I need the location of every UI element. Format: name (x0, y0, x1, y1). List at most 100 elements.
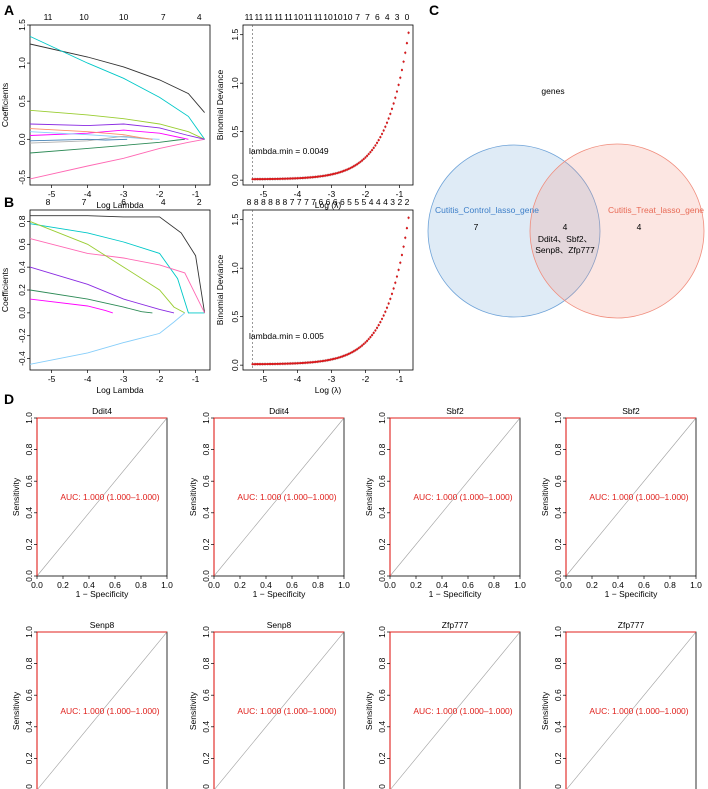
panel-b-dev-top-count: 8 (254, 197, 259, 207)
panel-b-dev-deviance-point (311, 361, 314, 364)
panel-b-dev-deviance-point (269, 362, 272, 366)
panel-b-dev-deviance-point (336, 356, 339, 360)
panel-b-dev-deviance-point (312, 360, 316, 364)
panel-b-dev-deviance-point (399, 261, 402, 264)
panel-b-dev-deviance-point (302, 361, 306, 364)
panel-a-dev-deviance-point (336, 171, 339, 175)
panel-a-coef-path-gene1 (29, 43, 205, 113)
panel-a-dev-lambda-min-annotation: lambda.min = 0.0049 (249, 146, 329, 156)
panel-a-coef-y-tick-label: 1.5 (17, 19, 27, 31)
panel-a-dev-deviance-point (321, 174, 324, 178)
panel-b-dev-deviance-point (332, 357, 335, 361)
panel-b-coef-path-gene4 (29, 220, 186, 314)
panel-b-coef-plot-frame (29, 209, 211, 371)
panel-b-coef-path-gene8 (29, 312, 186, 365)
panel-b-dev-deviance-point (377, 324, 380, 327)
panel-a-dev-deviance-point (307, 176, 311, 179)
venn-circle-control (427, 144, 601, 318)
panel-b-dev-deviance-point (342, 354, 345, 358)
panel-a-coef-path-gene6 (29, 138, 185, 154)
panel-a-coef-top-count: 10 (119, 12, 129, 22)
panel-a-dev-deviance-point (291, 177, 294, 180)
panel-b-dev-top-count: 4 (369, 197, 374, 207)
roc-panel-2-x-tick-label: 0.6 (286, 580, 298, 590)
roc-panel-8-y-tick-label: 0.2 (553, 752, 563, 764)
panel-b-dev-deviance-point (389, 297, 392, 300)
panel-b-coef-y-tick-label: -0.4 (17, 351, 27, 366)
panel-b-dev-y-tick-label: 0.5 (230, 310, 240, 322)
panel-b-dev-deviance-point (314, 360, 317, 364)
panel-a-dev-y-tick-label: 1.5 (230, 29, 240, 41)
panel-b-coef-path-gene2 (29, 223, 205, 314)
roc-panel-4-diagonal (565, 417, 697, 577)
panel-a-dev-deviance-point (385, 121, 389, 124)
roc-panel-2-y-axis-title: Sensitivity (188, 477, 198, 516)
panel-b-coef-x-tick-label: -2 (156, 374, 164, 384)
panel-b-dev-deviance-point (319, 360, 322, 363)
panel-a-dev-deviance-point (322, 174, 326, 177)
panel-b-dev-deviance-point (261, 362, 264, 366)
roc-panel-4-title: Sbf2 (622, 406, 640, 416)
panel-a-dev-deviance-point (354, 164, 357, 167)
panel-a-dev-deviance-point (405, 42, 409, 45)
panel-a-dev-deviance-point (263, 177, 266, 181)
roc-panel-4-x-tick-label: 0.0 (560, 580, 572, 590)
panel-b-dev-deviance-point (304, 361, 307, 364)
panel-a-dev-deviance-point (317, 175, 321, 178)
roc-panel-5: 0.00.20.40.60.81.00.00.20.40.60.81.0Senp… (11, 620, 168, 789)
roc-panel-2-x-tick-label: 0.8 (312, 580, 324, 590)
panel-b-dev-x-tick-label: -2 (362, 374, 370, 384)
panel-b-dev-top-count: 8 (268, 197, 273, 207)
panel-b-dev-top-count: 2 (405, 197, 410, 207)
panel-b-dev-top-count: 7 (304, 197, 309, 207)
panel-b-dev-deviance-point (344, 354, 347, 357)
panel-a-dev-deviance-point (332, 172, 335, 176)
panel-b-dev-deviance-point (316, 360, 319, 363)
panel-a-coef-path-gene3 (29, 138, 205, 180)
panel-a-dev-deviance-point (277, 177, 281, 180)
venn-circle-treat (529, 143, 705, 319)
roc-panel-2-y-tick-label: 0.2 (201, 538, 211, 550)
panel-b-coef-x-tick-label: -4 (84, 374, 92, 384)
panel-a-dev-top-count: 11 (314, 12, 323, 22)
panel-b-dev-deviance-point (263, 362, 266, 366)
panel-a-dev-deviance-point (402, 60, 405, 63)
roc-panel-2-y-tick-label: 0.0 (201, 570, 211, 582)
roc-panel-8-y-tick-label: 0.8 (553, 657, 563, 669)
roc-panel-2-y-tick-label: 1.0 (201, 412, 211, 424)
panel-b-dev-top-count: 8 (275, 197, 280, 207)
panel-a-dev-deviance-point (372, 146, 375, 149)
panel-b-dev-deviance-point (271, 362, 274, 366)
roc-panel-1: 0.0 0.2 0.4 0.6 0.8 1.0 0.0 0.2 0.4 0.6 0.8 1.0 Ddit… (11, 406, 173, 599)
panel-a-coef-y-axis-title: Coefficients (0, 83, 10, 127)
panel-b-dev-deviance-point (287, 362, 291, 365)
panel-b-dev-deviance-point (374, 329, 377, 332)
roc-panel-3-diagonal (389, 417, 521, 577)
venn-set-label-treat: Cutitis_Treat_lasso_gene (608, 205, 704, 215)
panel-b-dev-deviance-point (306, 361, 309, 364)
roc-panel-6-y-axis-title: Sensitivity (188, 691, 198, 730)
panel-b-dev-y-axis-title: Binomial Deviance (215, 255, 225, 326)
panel-b-dev-deviance-point (251, 363, 254, 366)
panel-b-dev-top-count: 3 (390, 197, 395, 207)
panel-a-dev-deviance-point (379, 136, 382, 139)
roc-panel-3-x-axis-title: 1 − Specificity (429, 589, 482, 599)
roc-panel-1-x-axis-title: 1 − Specificity (76, 589, 129, 599)
roc-panel-4-x-tick-label: 1.0 (690, 580, 702, 590)
panel-a-dev-deviance-point (380, 132, 384, 136)
panel-b-dev-deviance-point (334, 357, 337, 360)
panel-b-coefficient-paths: -5 -4 -3 -2 -1 -0.4 -0.2 0.0 0.2 0.4 0.6 0.8 8 7 6 4 2 Lo… (0, 197, 211, 395)
panel-a-coef-top-count: 10 (79, 12, 89, 22)
panel-a-dev-deviance-point (314, 175, 317, 179)
venn-control-only-count: 7 (474, 222, 479, 232)
venn-title: genes (541, 86, 564, 96)
panel-a-dev-deviance-point (397, 83, 400, 86)
panel-a-coef-y-tick-label: 1.0 (17, 57, 27, 69)
roc-panel-1-x-tick-label: 0.6 (109, 580, 121, 590)
panel-b-dev-x-axis-title: Log (λ) (315, 385, 342, 395)
panel-b-coef-path-gene3 (29, 238, 206, 314)
roc-panel-4-x-axis-title: 1 − Specificity (605, 589, 658, 599)
panel-b-dev-top-count: 7 (311, 197, 316, 207)
panel-label-b: B (4, 194, 14, 210)
roc-panel-7-y-tick-label: 0.4 (377, 721, 387, 733)
